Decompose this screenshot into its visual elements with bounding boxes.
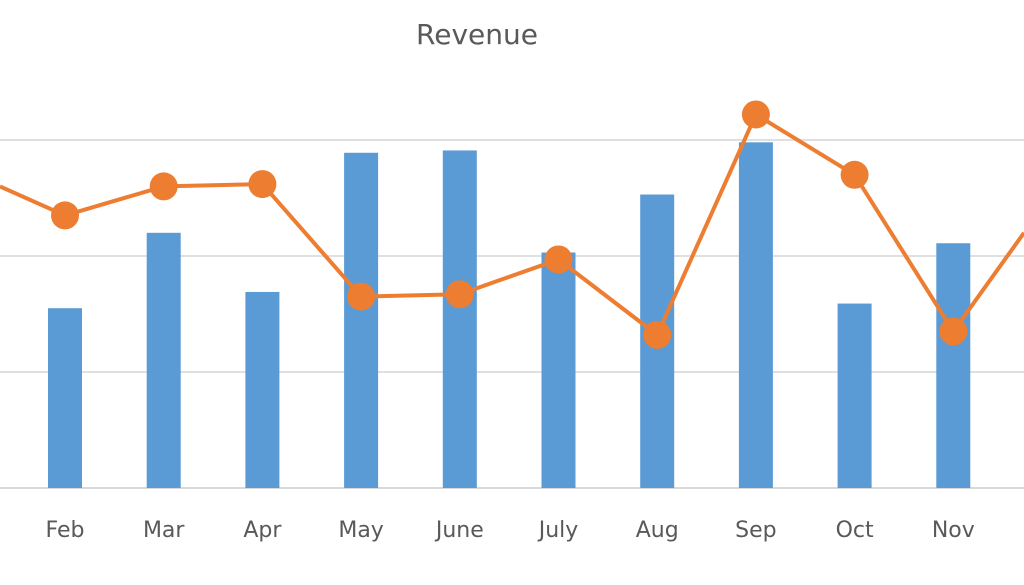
x-tick-label: Feb — [46, 518, 85, 543]
bar — [146, 232, 181, 488]
x-tick-label: Aug — [636, 518, 679, 543]
series-line — [0, 112, 1024, 337]
bar — [442, 150, 477, 488]
bar-series — [48, 142, 971, 488]
x-tick-label: June — [434, 518, 484, 543]
bar — [48, 308, 82, 488]
bar — [936, 243, 971, 488]
x-tick-label: Nov — [932, 518, 975, 543]
x-tick-label: Sep — [735, 518, 776, 543]
line-point — [51, 201, 79, 230]
x-axis-ticks: Feb Mar Apr May June July Aug Sep Oct Nov — [46, 518, 975, 543]
line-point — [149, 172, 178, 201]
x-tick-label: Mar — [143, 518, 185, 543]
x-tick-label: Oct — [836, 518, 874, 543]
bar — [837, 303, 872, 488]
line-point — [544, 245, 573, 274]
line-series — [0, 100, 1024, 349]
line-point — [741, 100, 770, 129]
x-tick-label: Apr — [243, 518, 282, 543]
line-point — [347, 282, 376, 311]
bar — [344, 152, 379, 488]
bar — [541, 252, 576, 488]
bar — [738, 142, 773, 488]
line-point — [939, 317, 968, 346]
x-tick-label: May — [338, 518, 383, 543]
x-tick-label: July — [537, 518, 579, 543]
line-point — [643, 320, 672, 349]
line-point — [840, 160, 869, 189]
line-point — [248, 170, 277, 199]
bar — [245, 291, 280, 488]
chart-title: Revenue — [416, 18, 538, 51]
line-point — [445, 280, 474, 309]
